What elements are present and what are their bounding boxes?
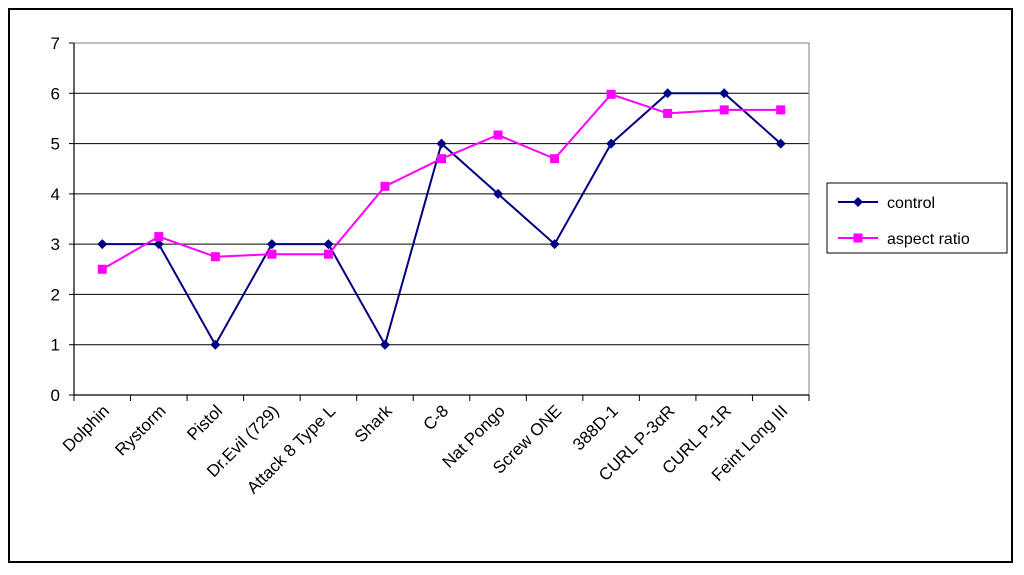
data-point-control	[775, 138, 786, 149]
data-point-control	[323, 239, 334, 250]
series-line-aspect-ratio	[101, 93, 781, 271]
data-point-aspect-ratio	[606, 89, 616, 99]
plot-area-border	[73, 42, 810, 396]
data-point-aspect-ratio	[323, 249, 333, 259]
data-point-aspect-ratio	[380, 181, 390, 191]
chart-frame	[8, 8, 1013, 563]
legend-aspect-ratio-marker	[853, 233, 863, 243]
data-point-aspect-ratio	[719, 105, 729, 115]
y-tick-label: 7	[51, 34, 60, 53]
legend-label-aspect-ratio: aspect ratio	[887, 231, 970, 248]
y-axis-tick-labels: 0 1 2 3 4 5 6 7	[51, 34, 60, 405]
y-tick-label: 1	[51, 336, 60, 355]
y-tick-label: 5	[51, 135, 60, 154]
series-lines	[97, 88, 786, 350]
data-point-aspect-ratio	[97, 264, 107, 274]
legend-label-control: control	[887, 195, 935, 212]
x-tick-label: 388D-1	[569, 401, 622, 454]
series-line-control	[102, 92, 782, 348]
data-point-aspect-ratio	[776, 105, 786, 115]
x-tick-label: Pistol	[183, 401, 226, 444]
data-point-control	[153, 239, 164, 250]
data-point-control	[436, 138, 447, 149]
data-point-aspect-ratio	[493, 130, 503, 140]
data-point-control	[719, 88, 730, 99]
data-point-control	[97, 239, 108, 250]
x-tick-label: Rystorm	[111, 401, 169, 459]
y-tick-label: 4	[51, 185, 60, 204]
x-tick-label: Dolphin	[59, 401, 113, 455]
data-point-aspect-ratio	[550, 154, 560, 164]
y-tick-label: 2	[51, 285, 60, 304]
data-point-aspect-ratio	[154, 232, 164, 242]
y-tick-label: 3	[51, 235, 60, 254]
legend: control aspect ratio	[826, 182, 1008, 254]
gridlines	[74, 42, 809, 346]
data-point-control	[549, 239, 560, 250]
data-point-control	[210, 339, 221, 350]
x-tick-label: C-8	[420, 401, 453, 434]
x-tick-label: Shark	[351, 401, 396, 446]
data-point-control	[606, 138, 617, 149]
data-point-control	[266, 239, 277, 250]
y-tick-label: 0	[51, 386, 60, 405]
y-tick-label: 6	[51, 84, 60, 103]
data-point-aspect-ratio	[267, 249, 277, 259]
data-point-aspect-ratio	[663, 108, 673, 118]
data-point-control	[379, 339, 390, 350]
axes	[69, 42, 810, 401]
legend-control-marker	[853, 197, 863, 207]
data-point-aspect-ratio	[437, 154, 446, 164]
data-point-control	[493, 188, 504, 199]
data-point-aspect-ratio	[210, 252, 220, 262]
data-point-control	[662, 88, 673, 99]
